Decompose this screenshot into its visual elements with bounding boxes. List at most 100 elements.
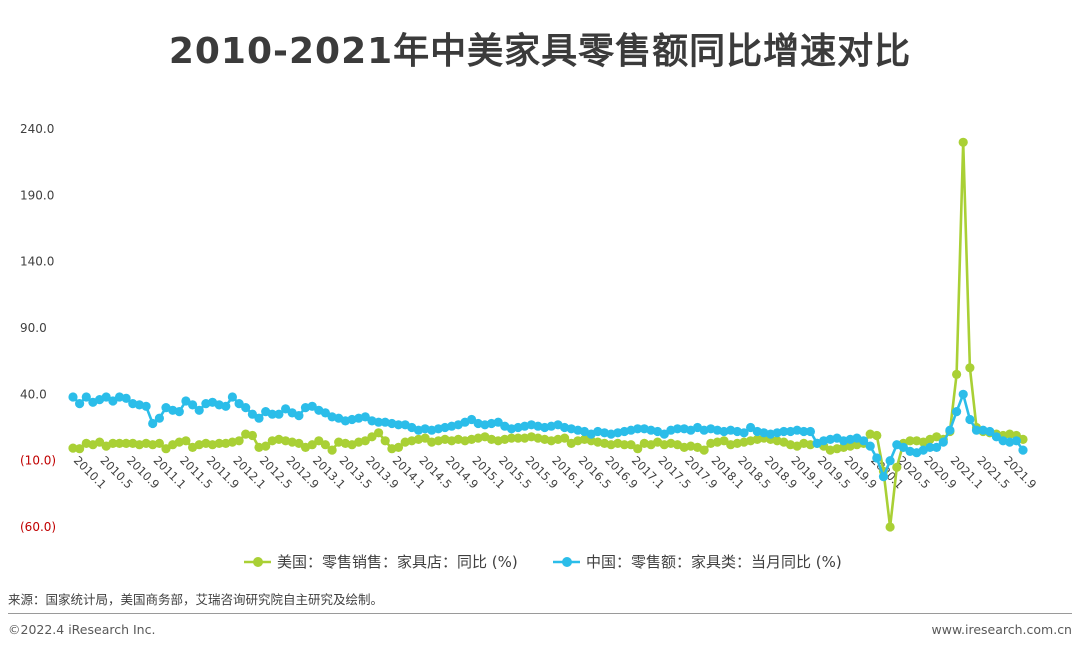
data-point — [872, 453, 882, 463]
data-point — [506, 433, 517, 443]
data-point — [214, 438, 224, 448]
data-point — [739, 428, 749, 438]
data-point — [965, 414, 975, 425]
data-point — [254, 413, 264, 423]
data-point — [75, 399, 85, 409]
data-point — [121, 393, 131, 403]
data-point — [154, 413, 164, 423]
data-point — [374, 417, 384, 427]
data-point — [121, 438, 131, 448]
data-point — [1011, 436, 1022, 446]
data-point — [971, 425, 982, 435]
data-point — [247, 409, 257, 419]
data-point — [161, 444, 171, 454]
data-point — [958, 137, 968, 147]
data-point — [234, 399, 244, 409]
data-point — [513, 433, 523, 443]
data-point — [181, 436, 191, 446]
data-point — [633, 444, 643, 454]
legend-marker — [562, 557, 572, 567]
data-point — [905, 436, 915, 446]
data-point — [865, 441, 875, 451]
data-point — [234, 436, 244, 446]
copyright-text: ©2022.4 iResearch Inc. — [8, 622, 156, 637]
data-point — [952, 407, 962, 417]
data-point — [719, 436, 729, 446]
data-point — [95, 437, 105, 447]
series-cn — [68, 389, 1028, 482]
data-point — [294, 438, 304, 448]
data-point — [108, 396, 118, 406]
legend: 美国：零售销售：家具店：同比 (%) 中国：零售额：家具类：当月同比 (%) — [244, 553, 842, 571]
data-point — [560, 433, 570, 443]
y-tick-label: (60.0) — [20, 520, 56, 534]
data-point — [945, 425, 955, 435]
data-point — [878, 472, 889, 482]
source-note: 来源：国家统计局，美国商务部，艾瑞咨询研究院自主研究及绘制。 — [8, 592, 384, 607]
y-tick-label: 240.0 — [20, 122, 54, 136]
data-point — [181, 396, 191, 406]
data-point — [281, 404, 291, 414]
data-point — [672, 424, 683, 434]
data-point — [393, 420, 404, 430]
data-point — [148, 418, 158, 429]
data-point — [320, 408, 330, 418]
data-point — [952, 369, 962, 379]
series-layer — [68, 137, 1028, 532]
y-tick-label: 140.0 — [20, 255, 54, 269]
legend-marker — [253, 557, 263, 567]
data-point — [114, 438, 125, 448]
data-point — [746, 422, 756, 433]
data-point — [393, 442, 404, 452]
data-point — [493, 417, 503, 427]
data-point — [633, 424, 643, 434]
data-point — [367, 432, 377, 442]
data-point — [965, 363, 975, 373]
website-link[interactable]: www.iresearch.com.cn — [931, 622, 1073, 637]
data-point — [938, 437, 948, 447]
data-point — [991, 432, 1002, 442]
y-tick-label: 40.0 — [20, 387, 47, 401]
data-point — [241, 403, 251, 413]
data-point — [227, 392, 237, 402]
data-point — [859, 436, 869, 446]
data-point — [194, 405, 204, 415]
data-point — [374, 428, 384, 438]
data-point — [68, 392, 78, 402]
data-point — [294, 411, 304, 421]
data-point — [141, 401, 151, 411]
data-point — [267, 409, 277, 419]
data-point — [985, 426, 995, 437]
data-point — [154, 438, 164, 448]
data-point — [75, 444, 85, 454]
data-point — [320, 440, 330, 450]
data-point — [626, 440, 636, 450]
legend-label: 美国：零售销售：家具店：同比 (%) — [277, 553, 518, 571]
data-point — [327, 445, 337, 455]
data-point — [360, 436, 370, 446]
data-point — [925, 442, 935, 452]
data-point — [274, 409, 284, 419]
data-point — [892, 462, 902, 472]
legend-label: 中国：零售额：家具类：当月同比 (%) — [586, 553, 842, 571]
y-axis-ticks: 240.0 190.0 140.0 90.0 40.0 (10.0) (60.0) — [20, 122, 56, 534]
data-point — [958, 389, 968, 399]
data-point — [108, 438, 118, 448]
data-point — [885, 456, 895, 466]
data-point — [247, 430, 257, 441]
data-point — [360, 412, 370, 422]
data-point — [467, 414, 477, 425]
data-point — [799, 426, 809, 437]
data-point — [101, 392, 111, 402]
data-point — [619, 440, 630, 450]
data-point — [885, 522, 895, 532]
data-point — [699, 445, 709, 455]
y-tick-label: 190.0 — [20, 188, 54, 202]
data-point — [420, 433, 430, 443]
y-tick-label: 90.0 — [20, 321, 47, 335]
y-tick-label: (10.0) — [20, 454, 56, 468]
data-point — [221, 401, 231, 411]
data-point — [805, 426, 816, 437]
data-point — [307, 401, 317, 411]
